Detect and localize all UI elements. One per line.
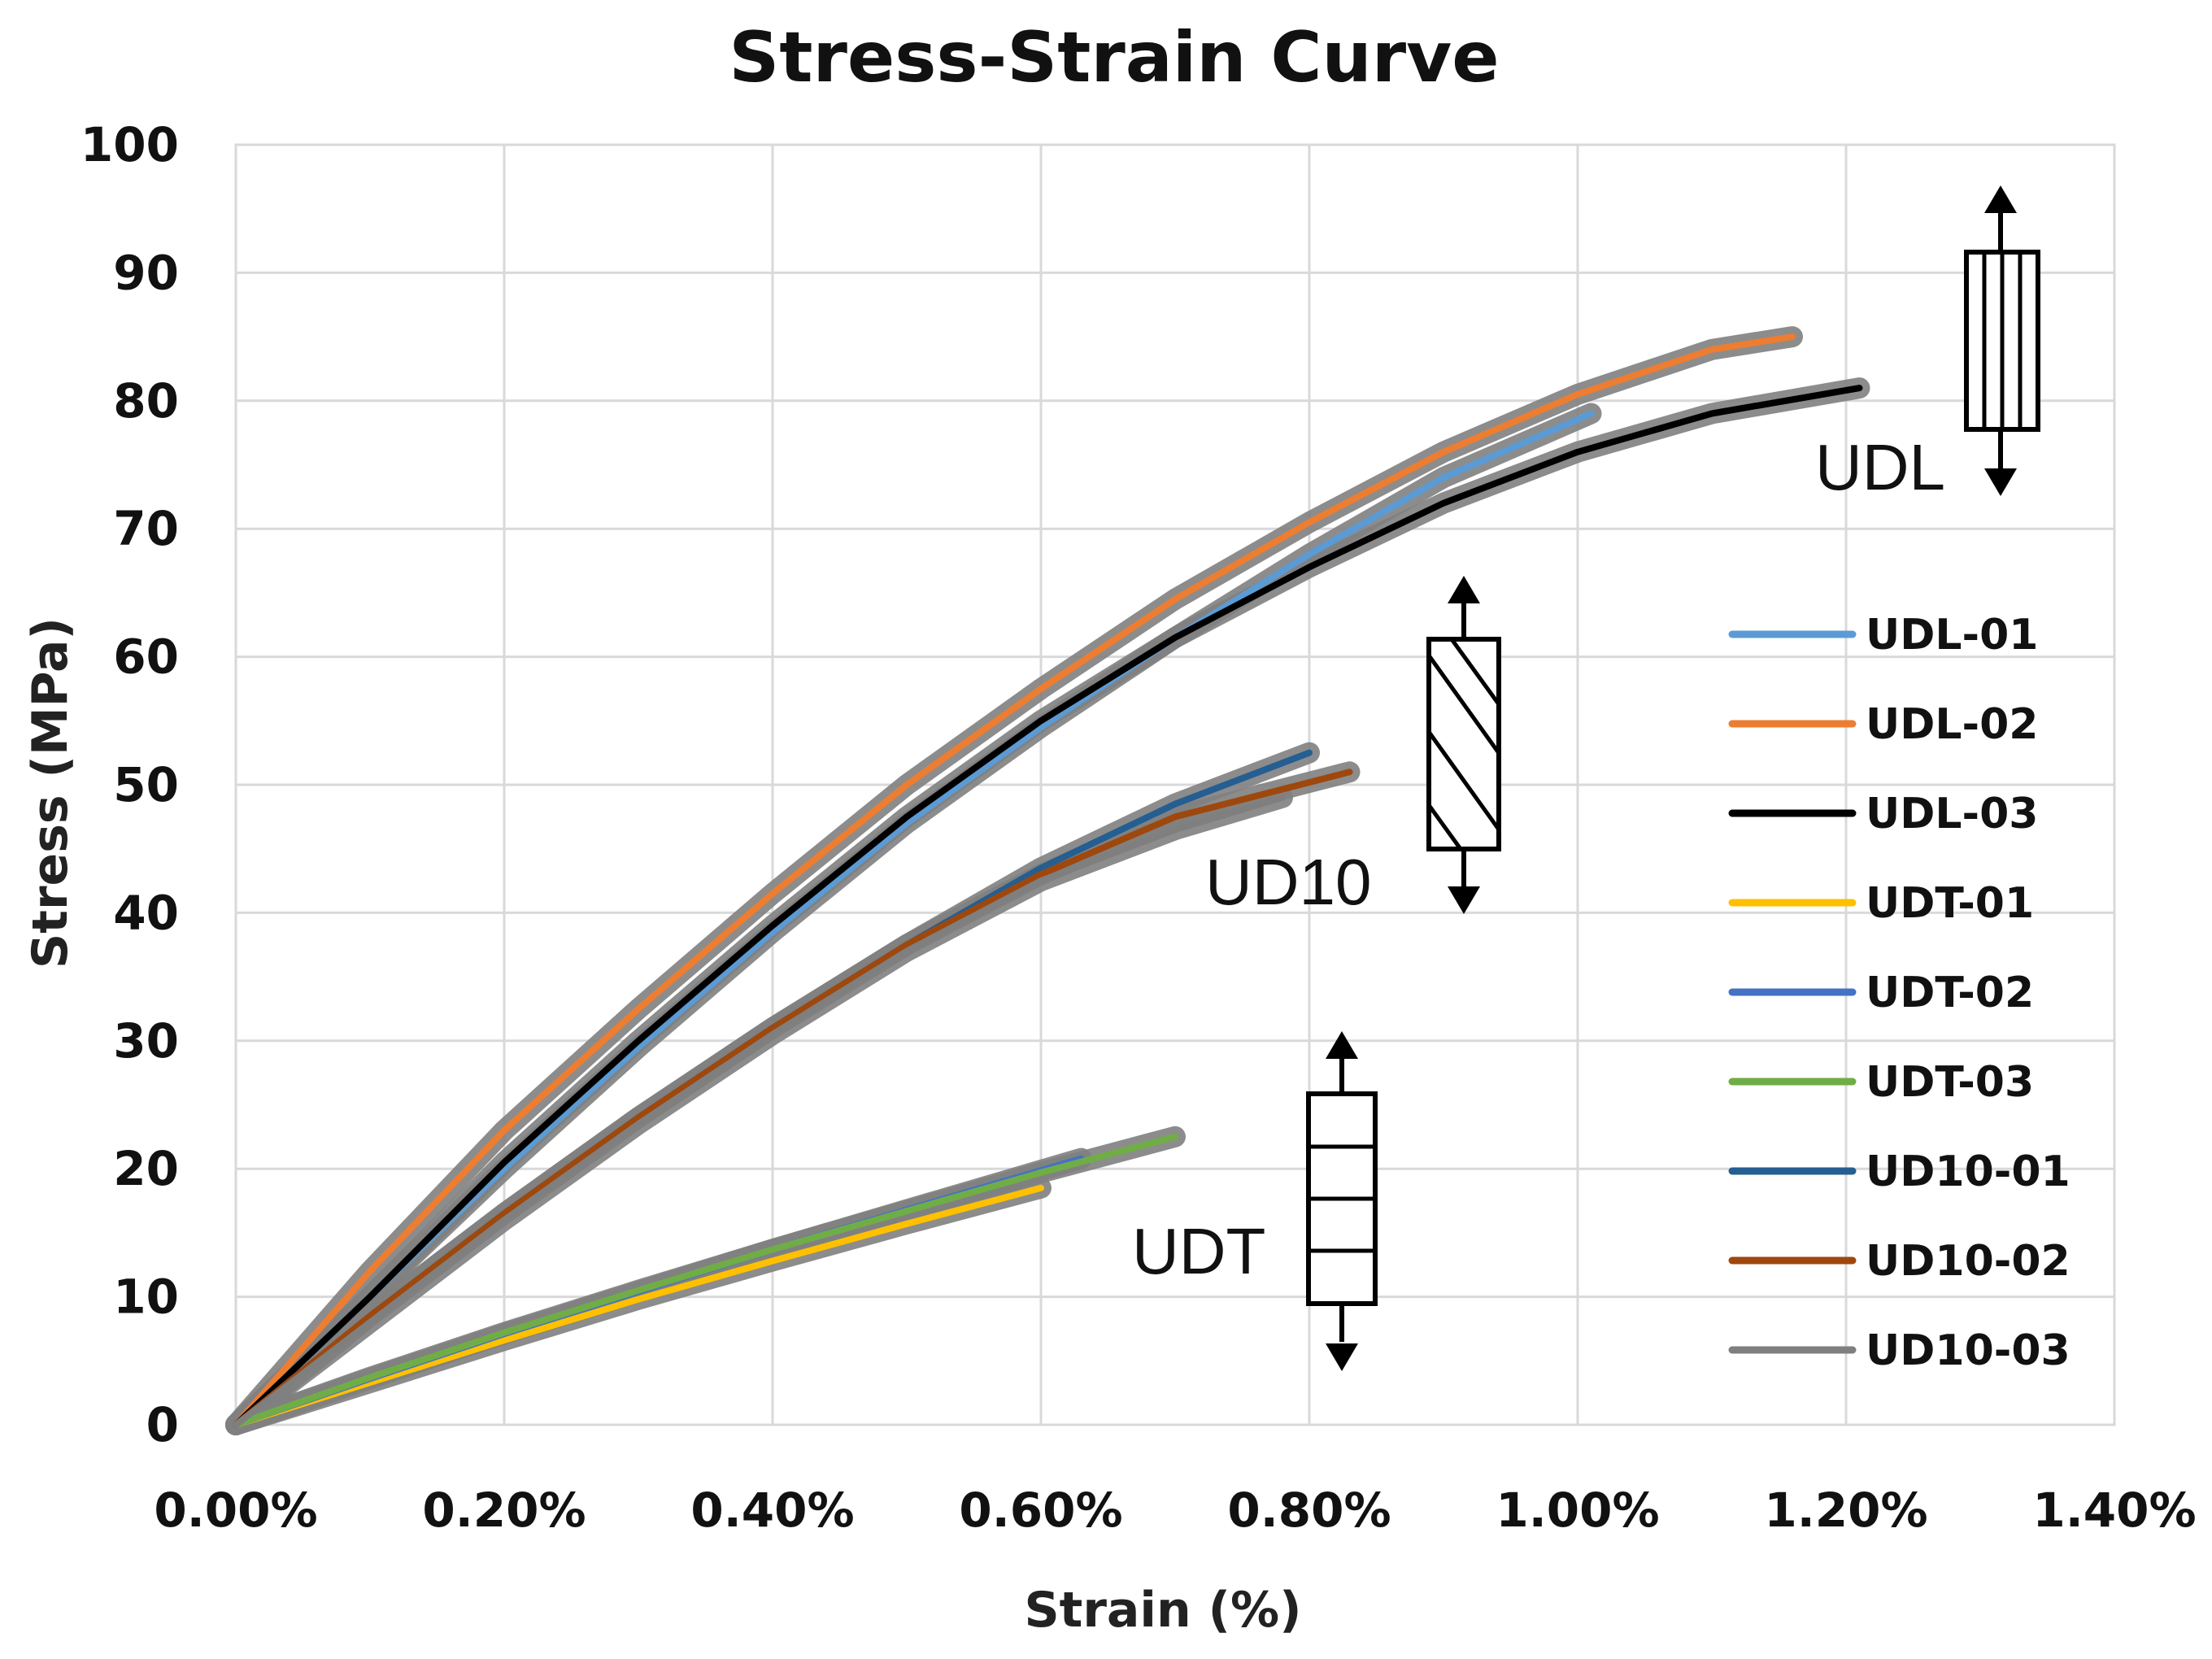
udt-specimen-diagram	[1306, 1031, 1378, 1371]
x-tick-label: 0.00%	[154, 1483, 317, 1538]
legend-label-udl-03: UDL-03	[1866, 790, 2038, 838]
udl-specimen-diagram	[1964, 185, 2040, 496]
x-axis-label: Strain (%)	[1024, 1582, 1301, 1639]
series-line-udl-02	[233, 333, 1796, 1428]
x-tick-label: 0.60%	[959, 1483, 1122, 1538]
legend-label-udt-02: UDT-02	[1866, 969, 2034, 1017]
legend-label-ud10-01: UD10-01	[1866, 1147, 2070, 1196]
y-tick-label: 40	[113, 885, 179, 940]
y-axis-label: Stress (MPa)	[22, 617, 79, 969]
grid-lines	[234, 143, 2116, 1426]
legend-label-ud10-03: UD10-03	[1866, 1326, 2070, 1375]
series-layer	[225, 326, 1870, 1435]
series-line-udl-03	[233, 385, 1863, 1428]
ud10-specimen-diagram	[1426, 576, 1501, 914]
y-tick-label: 30	[113, 1013, 179, 1069]
legend: UDL-01 UDL-02 UDL-03 UDT-01 UDT-02 UDT-03 UD10…	[1728, 611, 2070, 1375]
legend-label-udt-03: UDT-03	[1866, 1058, 2034, 1107]
ud10-annotation: UD10	[1205, 846, 1372, 918]
y-tick-label: 80	[113, 373, 179, 429]
x-tick-label: 1.40%	[2032, 1483, 2196, 1538]
x-tick-label: 1.00%	[1496, 1483, 1659, 1538]
udt-annotation: UDT	[1132, 1215, 1265, 1287]
x-tick-label: 0.20%	[422, 1483, 586, 1538]
y-tick-label: 50	[113, 757, 179, 812]
chart-title: Stress-Strain Curve	[729, 17, 1499, 98]
legend-label-udl-02: UDL-02	[1866, 700, 2038, 749]
series-line-udt-01	[233, 1184, 1044, 1428]
series-line-ud10-03	[233, 794, 1286, 1428]
legend-label-ud10-02: UD10-02	[1866, 1237, 2070, 1286]
x-tick-label: 1.20%	[1764, 1483, 1927, 1538]
y-tick-label: 90	[113, 245, 179, 300]
y-tick-labels: 0 10 20 30 40 50 60 70 80 90 100	[81, 117, 179, 1452]
y-tick-label: 60	[113, 629, 179, 685]
legend-label-udt-01: UDT-01	[1866, 879, 2034, 928]
x-tick-labels: 0.00% 0.20% 0.40% 0.60% 0.80% 1.00% 1.20% 1.40%	[154, 1483, 2196, 1538]
x-tick-label: 0.80%	[1227, 1483, 1391, 1538]
y-tick-label: 0	[146, 1397, 179, 1452]
y-tick-label: 70	[113, 501, 179, 556]
series-line-udt-03	[233, 1133, 1178, 1428]
legend-label-udl-01: UDL-01	[1866, 611, 2038, 660]
y-tick-label: 100	[81, 117, 179, 172]
udl-annotation: UDL	[1815, 431, 1945, 503]
y-tick-label: 10	[113, 1269, 179, 1325]
y-tick-label: 20	[113, 1141, 179, 1196]
x-tick-label: 0.40%	[690, 1483, 854, 1538]
series-line-ud10-02	[233, 769, 1353, 1428]
